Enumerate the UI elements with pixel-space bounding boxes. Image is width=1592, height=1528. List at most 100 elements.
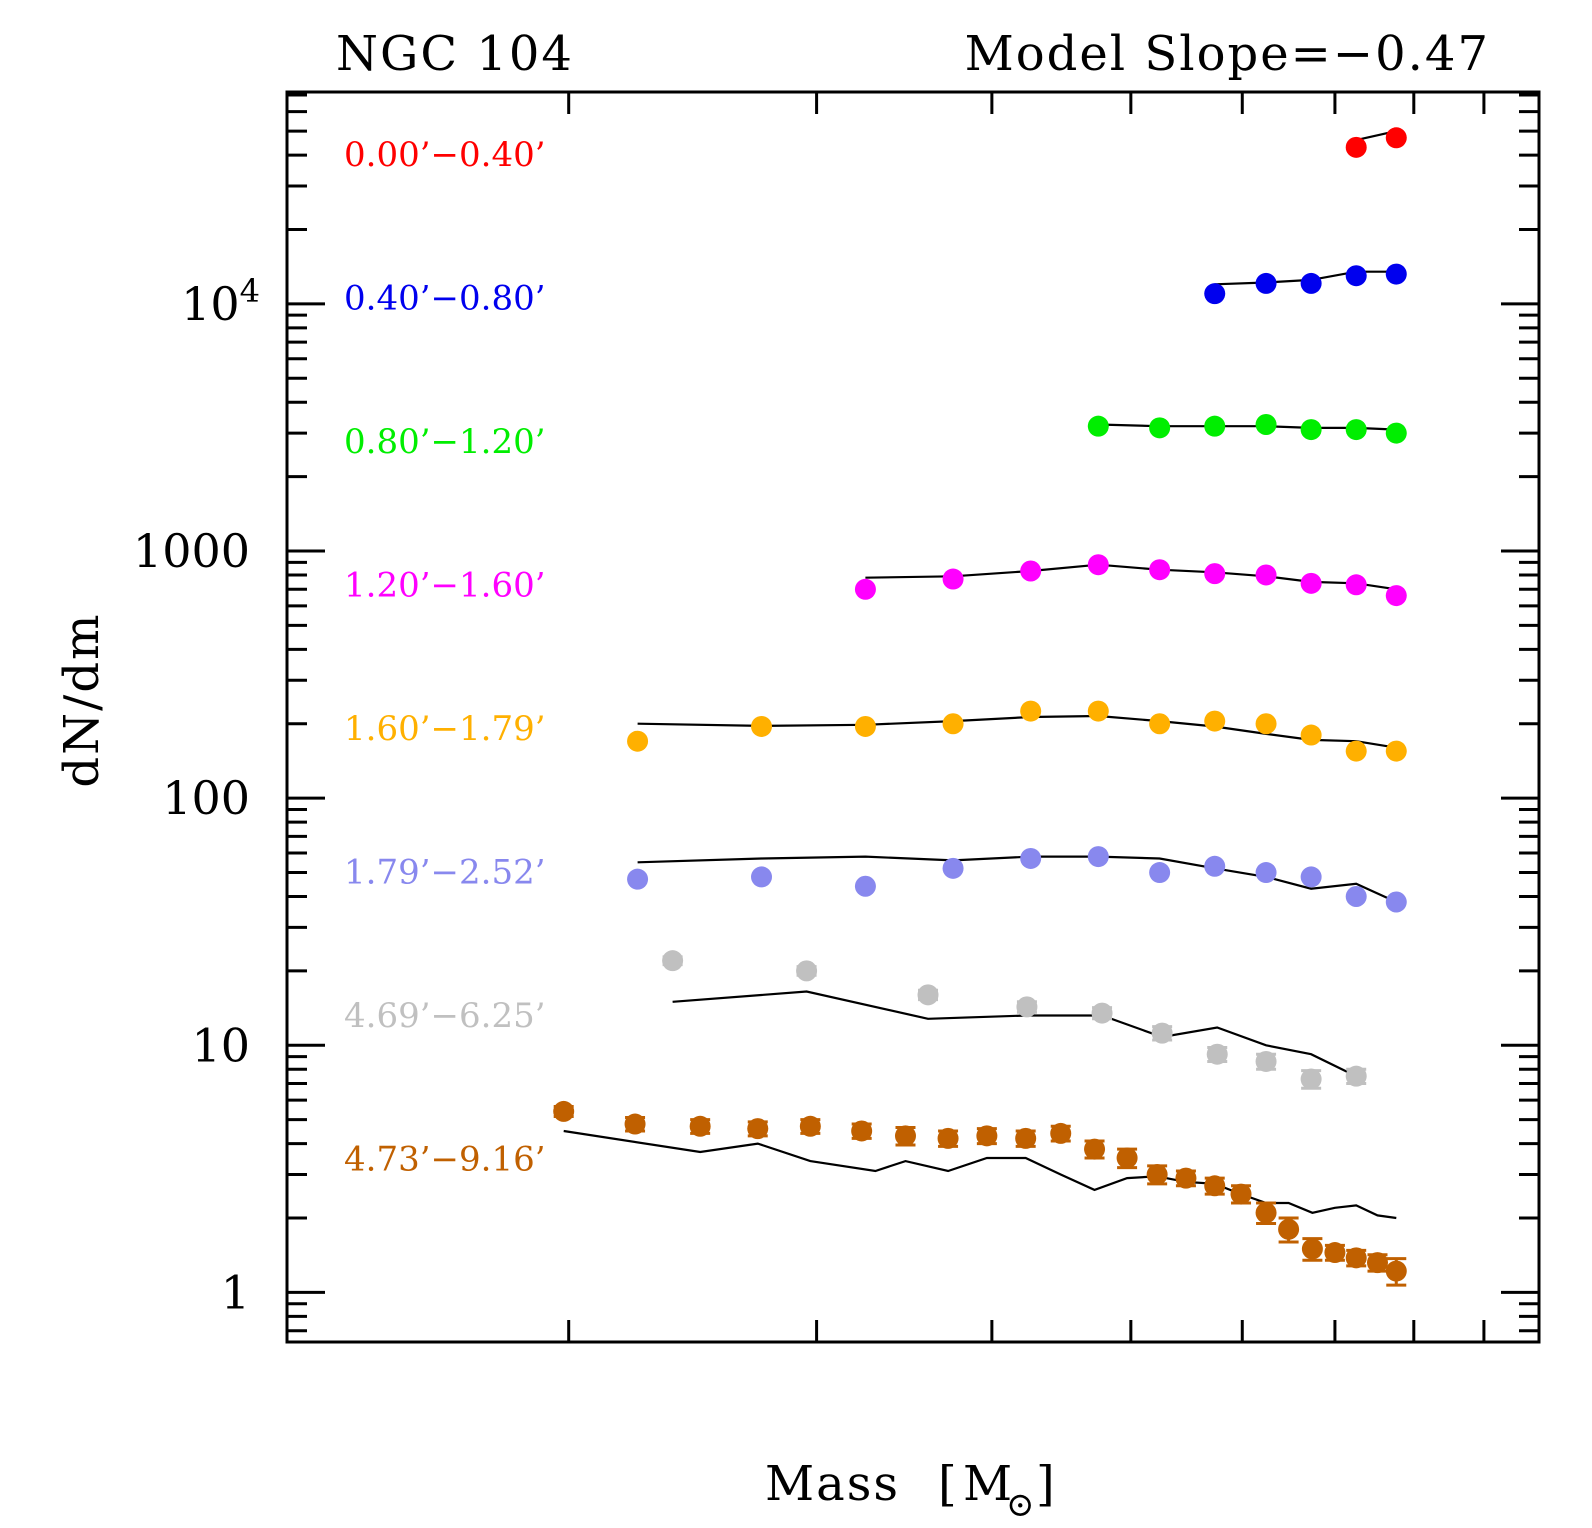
data-point-series-5 bbox=[1149, 862, 1171, 884]
data-point-series-4 bbox=[1255, 713, 1277, 735]
data-point-series-6 bbox=[1091, 1002, 1113, 1024]
data-point-series-4 bbox=[1345, 740, 1367, 762]
labels-layer: 10410001001010.00’−0.40’0.40’−0.80’0.80’… bbox=[133, 135, 546, 1319]
legend-label-series-7: 4.73’−9.16’ bbox=[344, 1140, 546, 1180]
data-point-series-7 bbox=[799, 1115, 821, 1137]
model-line-series-3 bbox=[865, 563, 1397, 591]
data-point-series-1 bbox=[1345, 265, 1367, 287]
y-tick-label-base: 10 bbox=[181, 277, 240, 331]
data-point-series-7 bbox=[1084, 1138, 1106, 1160]
data-point-series-5 bbox=[1204, 855, 1226, 877]
data-point-series-7 bbox=[1278, 1218, 1300, 1240]
data-point-series-7 bbox=[1366, 1252, 1388, 1274]
data-point-series-4 bbox=[1149, 713, 1171, 735]
data-point-series-3 bbox=[1300, 572, 1322, 594]
legend-label-series-5: 1.79’−2.52’ bbox=[344, 853, 546, 893]
legend-label-series-4: 1.60’−1.79’ bbox=[344, 709, 546, 749]
y-tick-label: 104 bbox=[181, 272, 260, 331]
ticks-layer bbox=[287, 92, 1539, 1342]
data-point-series-1 bbox=[1255, 272, 1277, 294]
data-point-series-5 bbox=[1300, 866, 1322, 888]
model-line-series-6 bbox=[672, 990, 1357, 1078]
data-point-series-5 bbox=[942, 857, 964, 879]
data-point-series-3 bbox=[942, 568, 964, 590]
y-tick-label: 1 bbox=[221, 1265, 250, 1319]
data-point-series-4 bbox=[627, 730, 649, 752]
legend-label-series-2: 0.80’−1.20’ bbox=[344, 422, 546, 462]
data-point-series-7 bbox=[1385, 1260, 1407, 1282]
data-point-series-7 bbox=[1301, 1238, 1323, 1260]
data-point-series-4 bbox=[1300, 724, 1322, 746]
points-layer bbox=[553, 127, 1407, 1287]
data-point-series-7 bbox=[1146, 1163, 1168, 1185]
data-point-series-5 bbox=[1385, 891, 1407, 913]
legend-label-series-0: 0.00’−0.40’ bbox=[344, 135, 546, 175]
legend-label-series-3: 1.20’−1.60’ bbox=[344, 566, 546, 606]
data-point-series-4 bbox=[854, 715, 876, 737]
data-point-series-2 bbox=[1385, 422, 1407, 444]
data-point-series-7 bbox=[851, 1120, 873, 1142]
data-point-series-4 bbox=[1020, 700, 1042, 722]
data-point-series-7 bbox=[894, 1125, 916, 1147]
data-point-series-7 bbox=[553, 1100, 575, 1122]
x-axis-label-unit-sub: ⊙ bbox=[1006, 1485, 1037, 1525]
data-point-series-3 bbox=[1385, 585, 1407, 607]
data-point-series-2 bbox=[1345, 419, 1367, 441]
data-point-series-6 bbox=[662, 950, 684, 972]
data-point-series-5 bbox=[627, 868, 649, 890]
data-point-series-7 bbox=[1116, 1147, 1138, 1169]
data-point-series-5 bbox=[751, 866, 773, 888]
data-point-series-6 bbox=[1345, 1065, 1367, 1087]
y-tick-label: 1000 bbox=[133, 524, 250, 578]
data-point-series-3 bbox=[1255, 564, 1277, 586]
y-axis-label: dN/dm bbox=[54, 612, 110, 787]
x-axis-label-unit: M bbox=[963, 1456, 1014, 1512]
data-point-series-5 bbox=[1345, 885, 1367, 907]
data-point-series-4 bbox=[751, 715, 773, 737]
title-left: NGC 104 bbox=[336, 26, 574, 82]
data-point-series-7 bbox=[1015, 1127, 1037, 1149]
title-right: Model Slope=−0.47 bbox=[965, 26, 1490, 82]
data-point-series-6 bbox=[1300, 1068, 1322, 1090]
data-point-series-2 bbox=[1204, 415, 1226, 437]
data-point-series-7 bbox=[1324, 1242, 1346, 1264]
y-tick-label-exponent: 4 bbox=[240, 272, 260, 310]
data-point-series-5 bbox=[854, 875, 876, 897]
data-point-series-0 bbox=[1345, 136, 1367, 158]
y-tick-label: 100 bbox=[162, 771, 250, 825]
data-point-series-2 bbox=[1300, 419, 1322, 441]
data-point-series-7 bbox=[747, 1118, 769, 1140]
data-point-series-6 bbox=[1255, 1050, 1277, 1072]
legend-label-series-6: 4.69’−6.25’ bbox=[344, 996, 546, 1036]
data-point-series-7 bbox=[1255, 1202, 1277, 1224]
data-point-series-1 bbox=[1300, 272, 1322, 294]
x-axis-label: Mass [ M ⊙ ] bbox=[765, 1456, 1057, 1525]
data-point-series-4 bbox=[1204, 710, 1226, 732]
x-axis-label-bracket-close: ] bbox=[1036, 1456, 1057, 1512]
x-axis-label-text: Mass bbox=[765, 1456, 900, 1512]
data-point-series-5 bbox=[1087, 846, 1109, 868]
y-tick-label: 10 bbox=[191, 1018, 250, 1072]
data-point-series-1 bbox=[1385, 263, 1407, 285]
data-point-series-6 bbox=[1206, 1043, 1228, 1065]
data-point-series-6 bbox=[1016, 996, 1038, 1018]
data-point-series-6 bbox=[917, 984, 939, 1006]
data-point-series-6 bbox=[796, 960, 818, 982]
data-point-series-4 bbox=[1087, 700, 1109, 722]
data-point-series-3 bbox=[1149, 559, 1171, 581]
model-line-series-5 bbox=[637, 855, 1397, 904]
data-point-series-3 bbox=[1345, 574, 1367, 596]
x-axis-label-bracket-open: [ bbox=[938, 1456, 959, 1512]
data-point-series-7 bbox=[1050, 1122, 1072, 1144]
data-point-series-2 bbox=[1087, 415, 1109, 437]
data-point-series-2 bbox=[1149, 417, 1171, 439]
data-point-series-1 bbox=[1204, 283, 1226, 305]
data-point-series-7 bbox=[624, 1113, 646, 1135]
data-point-series-5 bbox=[1255, 862, 1277, 884]
data-point-series-7 bbox=[976, 1125, 998, 1147]
data-point-series-0 bbox=[1385, 127, 1407, 149]
data-point-series-3 bbox=[1020, 560, 1042, 582]
data-point-series-6 bbox=[1151, 1022, 1173, 1044]
data-point-series-4 bbox=[1385, 740, 1407, 762]
